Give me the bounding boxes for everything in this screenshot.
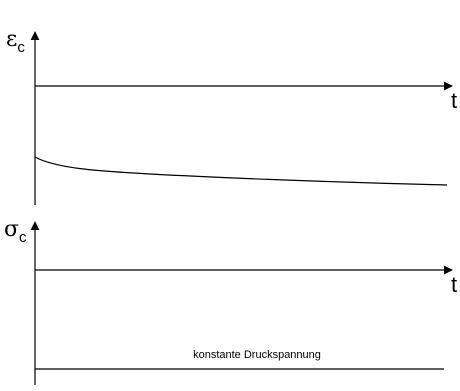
constant-stress-annotation: konstante Druckspannung — [193, 349, 321, 361]
bottom-y-axis-symbol: σc — [4, 217, 27, 246]
top-y-axis-symbol: εc — [6, 27, 25, 56]
strain-curve — [34, 156, 448, 186]
bottom-x-axis-label: t — [451, 272, 457, 297]
top-x-axis-label: t — [451, 88, 457, 113]
bottom-stress-plot: σc t konstante Druckspannung — [4, 217, 457, 385]
top-strain-plot: εc t — [6, 27, 457, 205]
